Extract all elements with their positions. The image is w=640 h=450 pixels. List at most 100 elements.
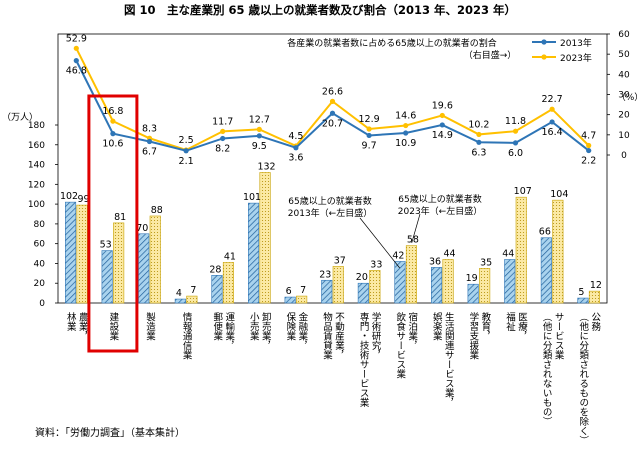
bar-2023-label: 35 [480, 257, 492, 268]
left-tick-label: 100 [28, 200, 45, 210]
bar-2023 [515, 196, 527, 304]
point-2023 [220, 128, 226, 135]
right-tick-label: 60 [618, 30, 630, 40]
category-label: 不動産業， [333, 312, 345, 360]
category-label: 卸売業， [260, 311, 272, 350]
bar-2023-label: 33 [370, 259, 382, 270]
highlight-box [87, 94, 139, 353]
line-2023-value: 4.7 [581, 131, 596, 142]
category-label: （他に分類されないもの） [541, 312, 553, 426]
bar-2013 [65, 201, 77, 304]
bar-2013-label: 42 [392, 250, 404, 261]
bar-2023-label: 58 [407, 235, 419, 246]
line-2023-value: 11.7 [212, 116, 233, 127]
point-2013 [329, 110, 336, 116]
right-tick-label: 40 [618, 70, 630, 80]
point-2023 [586, 142, 592, 149]
category-label: サービス業 [553, 312, 565, 360]
point-2013 [586, 147, 592, 154]
category-label: 公務 [589, 312, 601, 332]
category-label: 保険業 [284, 311, 296, 341]
bar-2013-label: 28 [209, 264, 221, 275]
point-2013 [146, 138, 153, 145]
point-2013 [293, 145, 299, 151]
category-label: 生活関連サービス業， [443, 311, 455, 407]
legend-label-2023: 2023年 [560, 52, 592, 64]
legend-subtitle: （右目盛→） [464, 49, 517, 61]
bar-2023-label: 44 [444, 248, 456, 259]
category-label: 学習支援業 [467, 311, 479, 360]
left-tick-label: 40 [34, 259, 46, 269]
category-label: 教育， [479, 311, 491, 340]
category-label: 医療， [516, 312, 528, 341]
bar-2023-label: 81 [114, 212, 126, 223]
point-2023 [329, 98, 336, 104]
plot-frame [57, 33, 608, 304]
point-2013 [439, 122, 445, 128]
bar-2023-label: 7 [190, 285, 196, 296]
bar-2013 [540, 237, 552, 304]
category-label: 金融業， [296, 311, 308, 350]
annotation-2013-line2: 2013年（←左目盛） [288, 207, 372, 219]
bar-2023 [479, 268, 491, 304]
right-tick-label: 10 [618, 131, 630, 141]
legend-label-2013: 2013年 [560, 37, 592, 49]
bar-2013 [394, 261, 406, 304]
bar-2023 [76, 204, 88, 304]
category-label: 娯楽業 [431, 311, 443, 341]
point-2023 [476, 131, 482, 138]
bar-2023 [296, 295, 308, 304]
point-2013 [366, 132, 372, 139]
bar-2013 [357, 282, 369, 304]
line-2023-value: 2.5 [179, 135, 194, 146]
line-2013-value: 2.1 [179, 156, 194, 167]
category-label: （他に分類されるものを除く） [577, 312, 589, 445]
line-2013-value: 8.2 [215, 143, 230, 154]
bar-2023 [222, 262, 234, 304]
bar-2013 [577, 297, 589, 304]
bar-2013-label: 4 [176, 288, 182, 299]
point-2013 [183, 148, 189, 154]
bar-2013-label: 6 [286, 286, 292, 297]
line-2013-value: 20.7 [322, 118, 343, 129]
point-2023 [403, 122, 409, 129]
bar-2013-label: 36 [429, 256, 441, 267]
bar-2023 [332, 266, 344, 304]
bar-2013-label: 20 [356, 272, 368, 283]
bar-2013 [467, 283, 479, 304]
legend-marker-2023 [541, 54, 547, 60]
bar-2023-label: 7 [300, 285, 306, 296]
bar-2013-label: 44 [502, 248, 514, 259]
line-2013-value: 6.0 [508, 148, 523, 159]
category-label: 宿泊業， [406, 311, 418, 350]
category-label: 林業 [65, 311, 77, 332]
right-tick-label: 0 [621, 151, 627, 161]
category-label: 農業， [77, 311, 89, 340]
bar-2013-label: 23 [319, 269, 331, 280]
bar-2023 [369, 270, 381, 304]
line-2023-value: 22.7 [542, 94, 563, 105]
line-2023-value: 52.9 [66, 33, 87, 44]
bar-2013 [504, 259, 516, 304]
annotation-2023-line2: 2023年（←左目盛） [398, 205, 482, 217]
bar-2023-label: 41 [224, 251, 236, 262]
left-tick-label: 140 [28, 161, 45, 171]
right-axis-unit: （%） [617, 92, 640, 103]
left-tick-label: 180 [28, 121, 45, 131]
point-2023 [439, 112, 445, 119]
point-2013 [403, 130, 409, 136]
point-2023 [110, 118, 116, 124]
bar-2023 [405, 245, 418, 304]
line-2013-value: 3.6 [288, 153, 303, 164]
line-2013-value: 9.7 [362, 140, 377, 151]
point-2013 [476, 139, 482, 145]
bar-2023 [149, 215, 161, 304]
bar-2023-label: 12 [590, 280, 602, 291]
bar-2013-label: 101 [243, 192, 261, 203]
left-tick-label: 120 [28, 180, 45, 190]
point-2013 [256, 133, 262, 139]
left-axis-unit: （万人） [2, 112, 38, 123]
point-2023 [549, 106, 555, 112]
line-2013-value: 6.3 [471, 147, 486, 158]
category-label: 専門・技術サービス業 [358, 311, 370, 408]
